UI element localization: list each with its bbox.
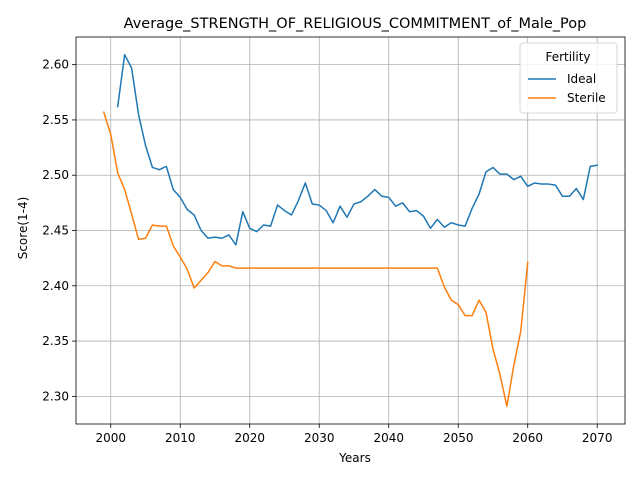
legend-frame — [519, 42, 618, 114]
axis-ticks: 2000 2010 2020 2030 2040 2050 2060 2070 2.30 2.35… — [42, 58, 612, 445]
y-tick-label: 2.30 — [42, 389, 69, 403]
y-tick-label: 2.45 — [42, 224, 69, 238]
x-tick-label: 2060 — [512, 431, 543, 445]
x-tick-label: 2070 — [582, 431, 613, 445]
legend-title: Fertility — [545, 50, 590, 64]
legend-label-ideal: Ideal — [567, 72, 596, 86]
legend-label-sterile: Sterile — [567, 91, 606, 105]
series-line-sterile — [102, 111, 529, 408]
x-tick-label: 2020 — [234, 431, 265, 445]
y-axis-label: Score(1-4) — [16, 197, 30, 260]
series-line-ideal — [116, 53, 599, 246]
y-tick-label: 2.40 — [42, 279, 69, 293]
y-tick-label: 2.50 — [42, 168, 69, 182]
x-axis-label: Years — [338, 451, 371, 465]
plot-series — [102, 53, 599, 408]
y-tick-label: 2.60 — [42, 58, 69, 72]
x-tick-label: 2000 — [95, 431, 126, 445]
x-tick-label: 2010 — [165, 431, 196, 445]
legend: Fertility Ideal Sterile — [519, 42, 618, 114]
x-tick-label: 2030 — [304, 431, 335, 445]
y-tick-label: 2.35 — [42, 334, 69, 348]
x-tick-label: 2040 — [373, 431, 404, 445]
chart-title: Average_STRENGTH_OF_RELIGIOUS_COMMITMENT… — [124, 16, 587, 32]
x-tick-label: 2050 — [443, 431, 474, 445]
y-tick-label: 2.55 — [42, 113, 69, 127]
